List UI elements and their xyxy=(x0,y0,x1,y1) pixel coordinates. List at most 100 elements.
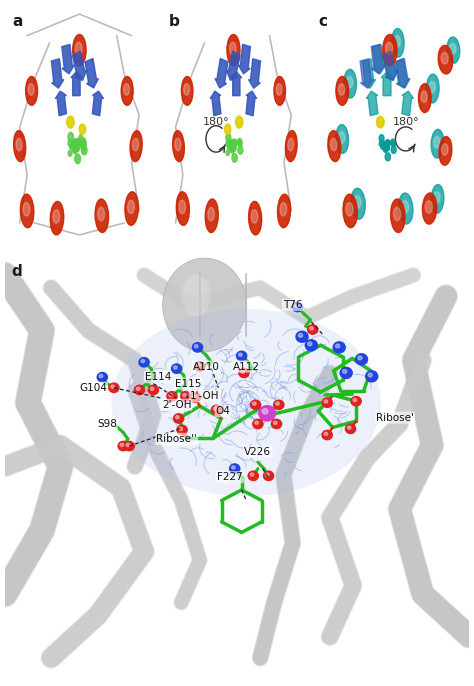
Ellipse shape xyxy=(184,84,190,95)
Ellipse shape xyxy=(53,210,60,223)
Circle shape xyxy=(226,134,231,142)
Ellipse shape xyxy=(449,43,456,54)
Ellipse shape xyxy=(391,199,405,233)
Circle shape xyxy=(324,432,328,436)
Circle shape xyxy=(226,141,229,146)
Ellipse shape xyxy=(280,202,287,216)
Circle shape xyxy=(150,387,154,390)
Ellipse shape xyxy=(111,309,381,496)
Circle shape xyxy=(230,142,235,149)
Circle shape xyxy=(226,150,229,156)
Circle shape xyxy=(386,141,390,147)
Circle shape xyxy=(232,143,236,149)
Circle shape xyxy=(99,375,103,377)
Circle shape xyxy=(73,145,77,150)
Ellipse shape xyxy=(346,202,353,216)
FancyArrow shape xyxy=(381,72,393,96)
FancyArrow shape xyxy=(373,45,386,74)
Ellipse shape xyxy=(422,193,437,224)
Text: 180°: 180° xyxy=(203,117,229,127)
Circle shape xyxy=(250,400,261,410)
Ellipse shape xyxy=(26,77,37,105)
Circle shape xyxy=(192,394,196,398)
Circle shape xyxy=(368,373,372,377)
Circle shape xyxy=(175,416,179,419)
Ellipse shape xyxy=(227,34,240,66)
Circle shape xyxy=(336,344,340,348)
FancyArrow shape xyxy=(371,45,384,74)
Circle shape xyxy=(73,141,79,149)
FancyArrow shape xyxy=(92,91,103,116)
Circle shape xyxy=(141,359,145,363)
FancyArrow shape xyxy=(73,51,87,80)
FancyArrow shape xyxy=(238,45,250,74)
Text: a: a xyxy=(12,14,23,29)
Ellipse shape xyxy=(343,194,357,228)
Ellipse shape xyxy=(28,84,34,95)
Circle shape xyxy=(79,124,86,134)
Text: c: c xyxy=(319,14,328,29)
Circle shape xyxy=(255,421,258,425)
Ellipse shape xyxy=(438,45,453,74)
Circle shape xyxy=(75,154,81,163)
Text: Ribose': Ribose' xyxy=(376,412,414,423)
Text: b: b xyxy=(168,14,179,29)
Circle shape xyxy=(358,356,362,360)
FancyArrow shape xyxy=(85,58,99,88)
Circle shape xyxy=(190,393,201,402)
Text: 2'-OH: 2'-OH xyxy=(162,400,191,410)
Ellipse shape xyxy=(383,34,397,66)
Circle shape xyxy=(239,368,249,377)
Circle shape xyxy=(259,405,275,421)
Circle shape xyxy=(172,364,182,373)
Ellipse shape xyxy=(208,207,214,221)
Circle shape xyxy=(73,144,77,150)
FancyArrow shape xyxy=(62,45,74,74)
Circle shape xyxy=(124,441,134,451)
Ellipse shape xyxy=(394,36,401,47)
Ellipse shape xyxy=(175,139,181,151)
Circle shape xyxy=(118,441,128,451)
Ellipse shape xyxy=(385,43,393,55)
Ellipse shape xyxy=(328,130,341,162)
Text: Ribose'': Ribose'' xyxy=(156,434,197,444)
FancyArrow shape xyxy=(51,59,64,88)
Circle shape xyxy=(356,354,367,365)
Circle shape xyxy=(126,443,130,447)
Ellipse shape xyxy=(392,29,404,57)
Circle shape xyxy=(229,141,234,148)
Circle shape xyxy=(194,344,198,348)
Circle shape xyxy=(231,145,234,150)
Circle shape xyxy=(305,340,318,351)
Text: T76: T76 xyxy=(283,300,302,310)
Ellipse shape xyxy=(425,201,432,213)
Circle shape xyxy=(253,402,256,405)
Circle shape xyxy=(195,362,205,371)
Circle shape xyxy=(262,409,268,414)
Circle shape xyxy=(231,142,236,151)
Circle shape xyxy=(238,353,242,356)
Ellipse shape xyxy=(14,130,26,162)
Circle shape xyxy=(229,464,240,473)
Text: V226: V226 xyxy=(245,447,272,457)
Ellipse shape xyxy=(439,137,452,165)
Ellipse shape xyxy=(75,43,82,55)
Circle shape xyxy=(346,424,356,434)
Ellipse shape xyxy=(121,77,133,105)
Circle shape xyxy=(173,366,177,369)
Circle shape xyxy=(384,141,389,149)
FancyArrow shape xyxy=(363,59,376,88)
Ellipse shape xyxy=(205,199,219,233)
Ellipse shape xyxy=(399,193,413,224)
Circle shape xyxy=(230,140,234,147)
Circle shape xyxy=(73,139,77,147)
Text: F227: F227 xyxy=(217,472,243,482)
Circle shape xyxy=(232,145,236,152)
Circle shape xyxy=(73,141,78,150)
Ellipse shape xyxy=(176,192,190,225)
Circle shape xyxy=(169,394,173,397)
Circle shape xyxy=(308,342,312,346)
Circle shape xyxy=(73,141,80,152)
Ellipse shape xyxy=(248,202,262,235)
FancyArrow shape xyxy=(55,91,66,116)
